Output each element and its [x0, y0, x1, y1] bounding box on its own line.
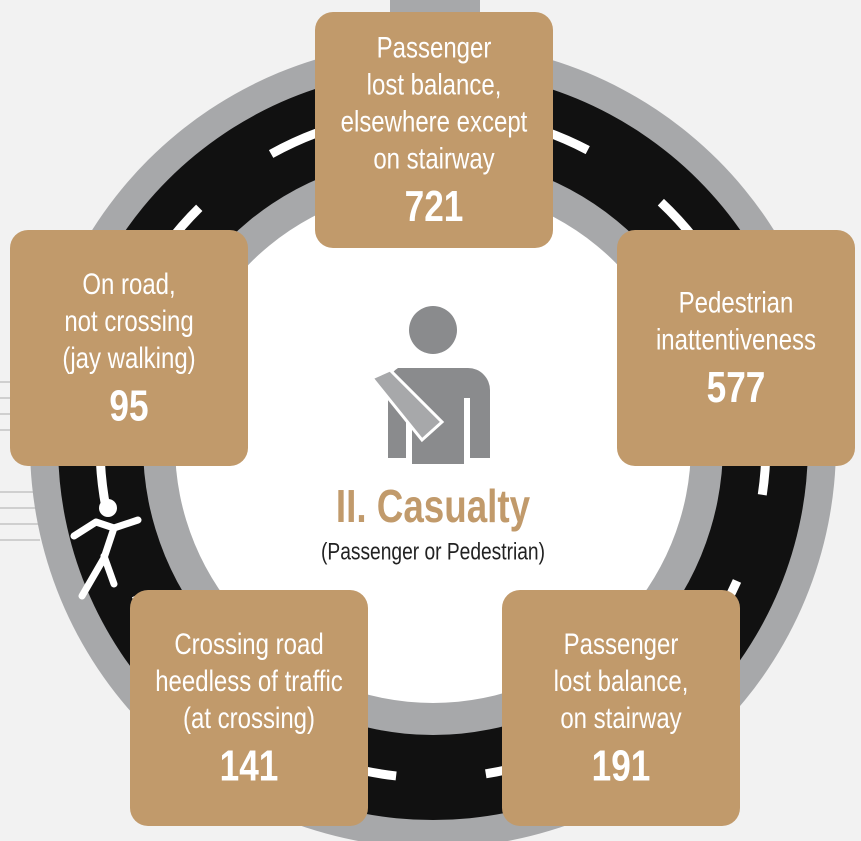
node-label: Crossing road — [174, 626, 323, 660]
node-label: on stairway — [373, 141, 495, 175]
node-label: (at crossing) — [183, 700, 315, 734]
node-value: 95 — [109, 382, 148, 431]
node-label: not crossing — [64, 303, 193, 337]
title: II. Casualty — [336, 480, 530, 532]
infographic: II. Casualty (Passenger or Pedestrian) P… — [0, 0, 861, 841]
node-label: elsewhere except — [341, 104, 528, 138]
node-label: Passenger — [564, 626, 679, 660]
node-value: 141 — [220, 742, 279, 791]
node-value: 577 — [707, 363, 766, 412]
subtitle: (Passenger or Pedestrian) — [321, 537, 545, 565]
node: On road,not crossing(jay walking) 95 — [10, 230, 248, 466]
node-label: lost balance, — [554, 663, 689, 697]
node-label: on stairway — [560, 700, 682, 734]
node-label: On road, — [82, 266, 175, 300]
node-label: inattentiveness — [656, 322, 816, 356]
node-value: 191 — [592, 742, 651, 791]
node-label: Passenger — [377, 30, 492, 64]
node-label: heedless of traffic — [155, 663, 343, 697]
node-label: Pedestrian — [679, 285, 794, 319]
node-label: lost balance, — [367, 67, 502, 101]
node-label: (jay walking) — [62, 340, 195, 374]
node-value: 721 — [405, 182, 464, 231]
